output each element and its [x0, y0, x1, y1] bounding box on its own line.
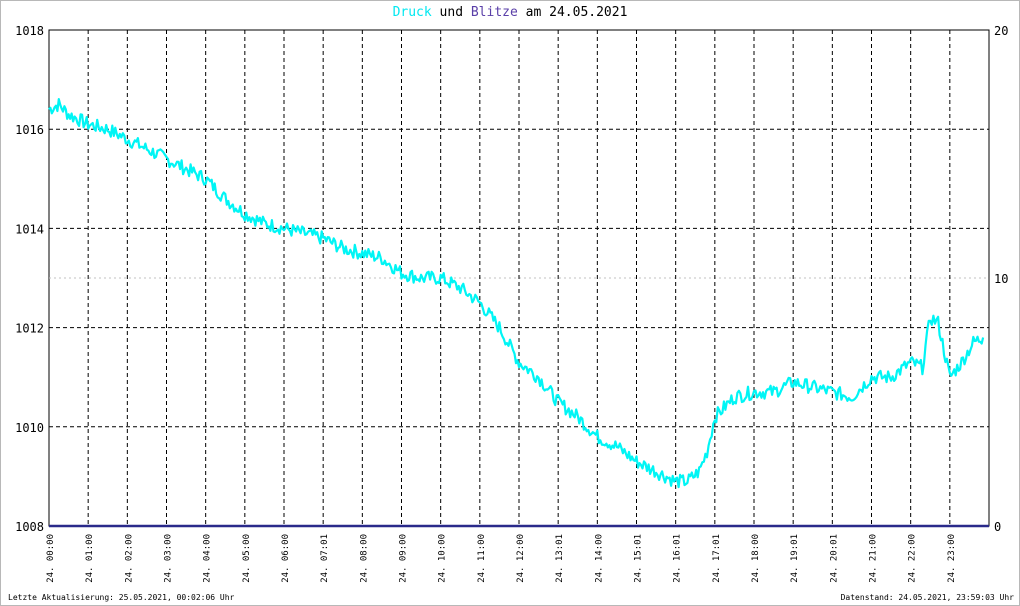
x-tick-label: 24. 11:00: [477, 534, 487, 583]
x-tick-label: 24. 10:00: [438, 534, 448, 583]
y-left-tick-label: 1016: [15, 123, 44, 137]
title-date: 24.05.2021: [549, 5, 628, 20]
y-right-tick-label: 0: [994, 520, 1001, 534]
title-series-pressure: Druck: [392, 5, 432, 20]
x-tick-label: 24. 23:00: [947, 534, 957, 583]
y-left-tick-label: 1008: [15, 520, 44, 534]
x-tick-label: 24. 01:00: [85, 534, 95, 583]
x-tick-label: 24. 03:00: [164, 534, 174, 583]
x-tick-label: 24. 05:00: [242, 534, 252, 583]
series-pressure-line: [48, 97, 985, 489]
x-tick-label: 24. 14:00: [594, 534, 604, 583]
y-left-tick-label: 1012: [15, 322, 44, 336]
x-tick-label: 24. 07:01: [320, 534, 330, 583]
x-tick-label: 24. 21:00: [869, 534, 879, 583]
title-connector-und: und: [439, 5, 464, 20]
y-left-tick-label: 1010: [15, 421, 44, 435]
x-tick-label: 24. 04:00: [203, 534, 213, 583]
y-right-tick-label: 10: [994, 272, 1008, 286]
x-tick-label: 24. 08:00: [359, 534, 369, 583]
title-connector-am: am: [525, 5, 542, 20]
x-tick-label: 24. 17:01: [712, 534, 722, 583]
x-tick-label: 24. 09:00: [399, 534, 409, 583]
x-tick-label: 24. 13:01: [555, 534, 565, 583]
y-right-tick-label: 20: [994, 24, 1008, 38]
x-tick-label: 24. 00:00: [46, 534, 56, 583]
x-tick-label: 24. 15:01: [634, 534, 644, 583]
footer-data-status: Datenstand: 24.05.2021, 23:59:03 Uhr: [840, 593, 1014, 602]
x-tick-label: 24. 19:01: [790, 534, 800, 583]
x-tick-label: 24. 12:00: [516, 534, 526, 583]
y-left-tick-label: 1018: [15, 24, 44, 38]
x-tick-label: 24. 02:00: [124, 534, 134, 583]
footer-last-update: Letzte Aktualisierung: 25.05.2021, 00:02…: [8, 593, 235, 602]
y-left-tick-label: 1014: [15, 222, 44, 236]
chart-title: Druck und Blitze am 24.05.2021: [0, 5, 1020, 20]
x-tick-label: 24. 18:00: [751, 534, 761, 583]
x-tick-label: 24. 22:00: [908, 534, 918, 583]
title-series-lightning: Blitze: [470, 5, 518, 20]
x-tick-label: 24. 06:00: [281, 534, 291, 583]
x-tick-label: 24. 20:01: [829, 534, 839, 583]
x-tick-label: 24. 16:01: [673, 534, 683, 583]
